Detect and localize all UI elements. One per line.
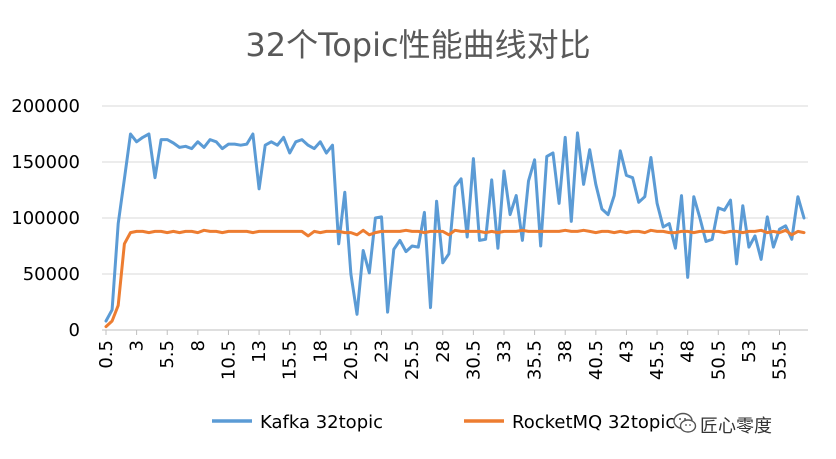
series-line bbox=[104, 131, 806, 323]
chart-title: 32个Topic性能曲线对比 bbox=[245, 26, 591, 64]
y-tick-label: 0 bbox=[69, 320, 80, 341]
x-tick-label: 15.5 bbox=[280, 340, 301, 380]
y-tick-label: 200000 bbox=[11, 96, 80, 117]
y-tick-label: 150000 bbox=[11, 152, 80, 173]
series-line bbox=[104, 228, 806, 329]
x-tick-label: 5.5 bbox=[157, 340, 178, 369]
x-tick-label: 53 bbox=[739, 340, 760, 363]
legend-label: Kafka 32topic bbox=[260, 412, 383, 433]
x-tick-label: 0.5 bbox=[96, 340, 117, 369]
x-tick-label: 55.5 bbox=[770, 340, 791, 380]
x-tick-label: 40.5 bbox=[586, 340, 607, 380]
x-tick-label: 20.5 bbox=[341, 340, 362, 380]
x-tick-label: 10.5 bbox=[218, 340, 239, 380]
y-tick-label: 50000 bbox=[23, 264, 80, 285]
x-tick-label: 8 bbox=[188, 340, 209, 351]
x-tick-label: 13 bbox=[249, 340, 270, 363]
x-tick-label: 25.5 bbox=[402, 340, 423, 380]
x-tick-label: 48 bbox=[678, 340, 699, 363]
x-tick-label: 3 bbox=[127, 340, 148, 351]
x-tick-label: 33 bbox=[494, 340, 515, 363]
x-tick-label: 18 bbox=[310, 340, 331, 363]
x-tick-label: 50.5 bbox=[708, 340, 729, 380]
x-tick-label: 45.5 bbox=[647, 340, 668, 380]
wechat-icon bbox=[673, 412, 697, 433]
x-tick-label: 30.5 bbox=[463, 340, 484, 380]
x-tick-label: 38 bbox=[555, 340, 576, 363]
x-tick-label: 43 bbox=[616, 340, 637, 363]
x-tick-label: 35.5 bbox=[525, 340, 546, 380]
y-tick-label: 100000 bbox=[11, 208, 80, 229]
x-tick-label: 28 bbox=[433, 340, 454, 363]
watermark-text: 匠心零度 bbox=[700, 416, 772, 437]
x-tick-label: 23 bbox=[372, 340, 393, 363]
legend-label: RocketMQ 32topic bbox=[512, 412, 675, 433]
